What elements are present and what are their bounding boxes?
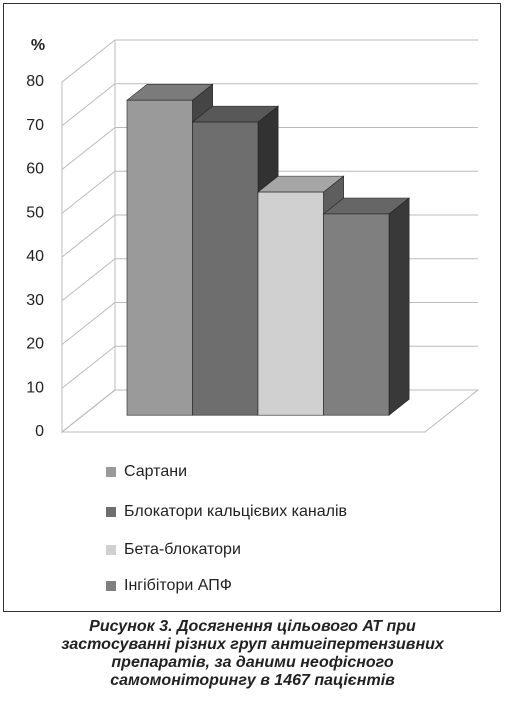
y-tick-label: 60 (26, 161, 44, 178)
bar-side (388, 197, 410, 416)
bar (257, 191, 324, 416)
y-tick-label: 80 (26, 73, 44, 90)
y-tick-label: 40 (26, 248, 44, 265)
y-tick-label: 20 (26, 336, 44, 353)
chart: % 0 10 20 30 40 50 60 70 80 Сартани Блокатори каль… (26, 37, 480, 594)
bar (323, 213, 390, 416)
legend-swatch (106, 581, 116, 591)
legend-label: Бета-блокатори (124, 541, 241, 558)
y-tick-label: 70 (26, 117, 44, 134)
grid-line (61, 39, 478, 83)
legend-label: Блокатори кальцієвих каналів (124, 503, 347, 520)
legend-label: Інгібітори АПФ (124, 577, 232, 594)
grid-line (61, 170, 478, 214)
y-tick-label: 50 (26, 204, 44, 221)
legend-swatch (106, 545, 116, 555)
y-tick-label: 10 (26, 379, 44, 396)
legend-label: Сартани (124, 463, 187, 480)
y-axis-label: % (31, 37, 45, 54)
caption: Рисунок 3. Досягнення цільового АТ при з… (61, 618, 444, 689)
y-tick-label: 30 (26, 292, 44, 309)
bar (126, 99, 193, 416)
grid-line (61, 83, 478, 127)
bar (192, 121, 259, 416)
figure-frame (3, 3, 501, 612)
legend-swatch (106, 467, 116, 477)
legend-swatch (106, 507, 116, 517)
grid-line (61, 127, 478, 170)
y-tick-label: 0 (35, 423, 44, 440)
